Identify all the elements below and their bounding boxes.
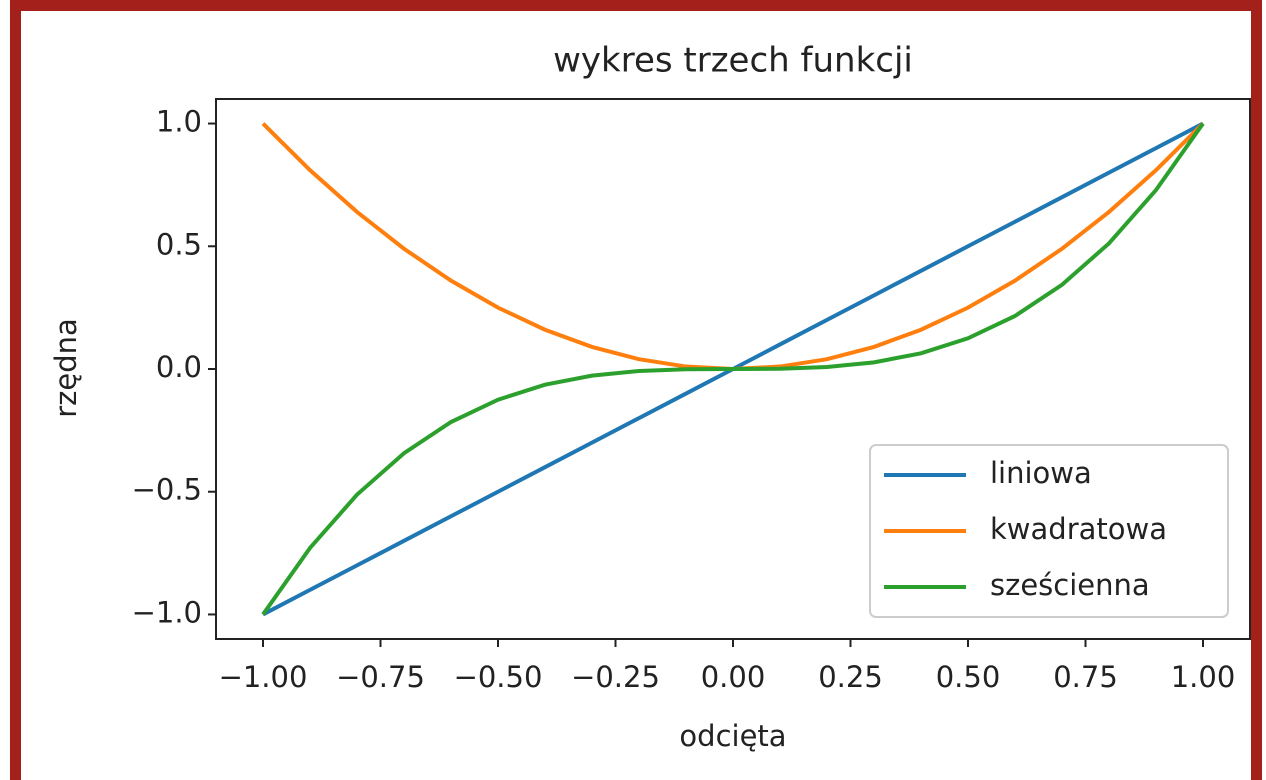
y-tick-label: 0.5	[156, 227, 202, 261]
chart-title: wykres trzech funkcji	[553, 41, 913, 81]
y-axis-label: rzędna	[49, 318, 83, 418]
x-tick-label: −0.50	[454, 660, 543, 694]
plot-frame	[215, 98, 1251, 640]
x-tick-label: −1.00	[219, 660, 308, 694]
y-tick-label: 0.0	[156, 350, 202, 384]
x-tick-label: 1.00	[1171, 660, 1236, 694]
legend-box	[869, 444, 1229, 618]
legend-label: liniowa	[990, 456, 1092, 490]
frame	[10, 0, 1262, 780]
x-tick-label: 0.75	[1053, 660, 1118, 694]
x-tick-label: 0.25	[818, 660, 883, 694]
x-axis-label: odcięta	[679, 719, 786, 753]
x-tick-label: −0.25	[571, 660, 660, 694]
line	[261, 122, 1205, 372]
y-tick-label: −1.0	[132, 595, 202, 629]
x-tick-label: 0.50	[936, 660, 1001, 694]
x-tick-label: 0.00	[701, 660, 766, 694]
y-tick-label: −0.5	[132, 473, 202, 507]
line	[261, 122, 1205, 616]
x-tick-label: −0.75	[336, 660, 425, 694]
legend-label: kwadratowa	[990, 512, 1167, 546]
legend-label: sześcienna	[990, 568, 1150, 602]
y-tick-label: 1.0	[156, 105, 202, 139]
